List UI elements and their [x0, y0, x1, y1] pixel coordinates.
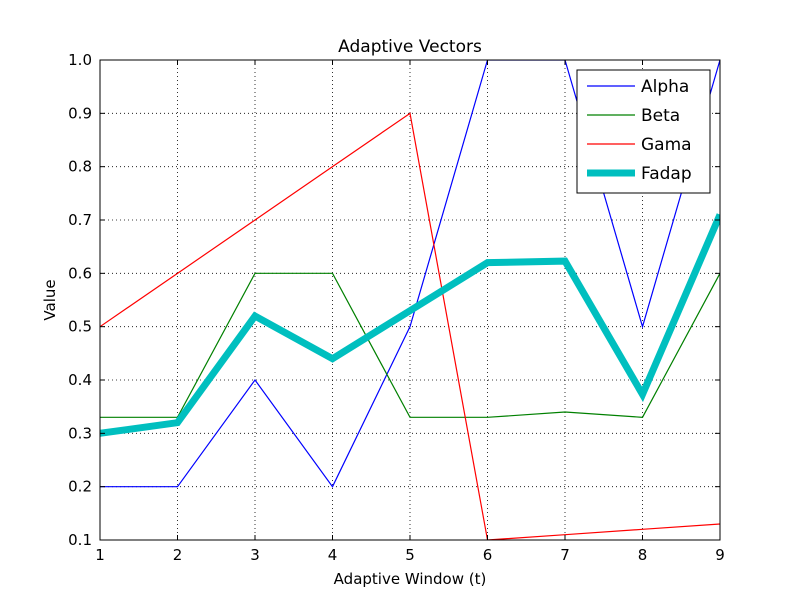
x-tick-label: 1 — [95, 546, 105, 564]
y-tick-label: 0.1 — [68, 531, 92, 549]
series-line-gama — [100, 112, 720, 540]
legend-label-beta: Beta — [641, 106, 680, 126]
y-tick-label: 1.0 — [68, 51, 92, 69]
y-tick-label: 0.2 — [68, 478, 92, 496]
x-tick-label: 7 — [560, 546, 570, 564]
x-tick-label: 8 — [638, 546, 648, 564]
y-tick-label: 0.5 — [68, 318, 92, 336]
x-tick-label: 3 — [250, 546, 260, 564]
y-tick-label: 0.3 — [68, 424, 92, 442]
x-tick-label: 2 — [173, 546, 183, 564]
y-axis-label: Value — [41, 279, 59, 320]
x-tick-label: 4 — [328, 546, 338, 564]
ticks: 1 2 3 4 5 6 7 8 9 0.1 0.2 0.3 0.4 0.5 0.6 0.7 0.8 0.9 1.0 — [68, 51, 725, 564]
legend-label-gama: Gama — [641, 135, 692, 155]
legend-label-fadap: Fadap — [641, 164, 692, 184]
legend-label-alpha: Alpha — [641, 77, 689, 97]
x-tick-label: 5 — [405, 546, 415, 564]
series-line-fadap — [100, 213, 720, 437]
x-axis-label: Adaptive Window (t) — [334, 570, 487, 588]
y-tick-label: 0.8 — [68, 158, 92, 176]
y-tick-label: 0.4 — [68, 371, 92, 389]
x-tick-label: 9 — [715, 546, 725, 564]
series-line-beta — [100, 272, 720, 418]
y-tick-label: 0.9 — [68, 104, 92, 122]
y-tick-label: 0.7 — [68, 211, 92, 229]
x-tick-label: 6 — [483, 546, 493, 564]
chart-title: Adaptive Vectors — [338, 37, 482, 57]
legend: Alpha Beta Gama Fadap — [576, 69, 711, 194]
series-layer — [100, 60, 720, 540]
series-line-alpha — [100, 60, 720, 488]
y-tick-label: 0.6 — [68, 264, 92, 282]
